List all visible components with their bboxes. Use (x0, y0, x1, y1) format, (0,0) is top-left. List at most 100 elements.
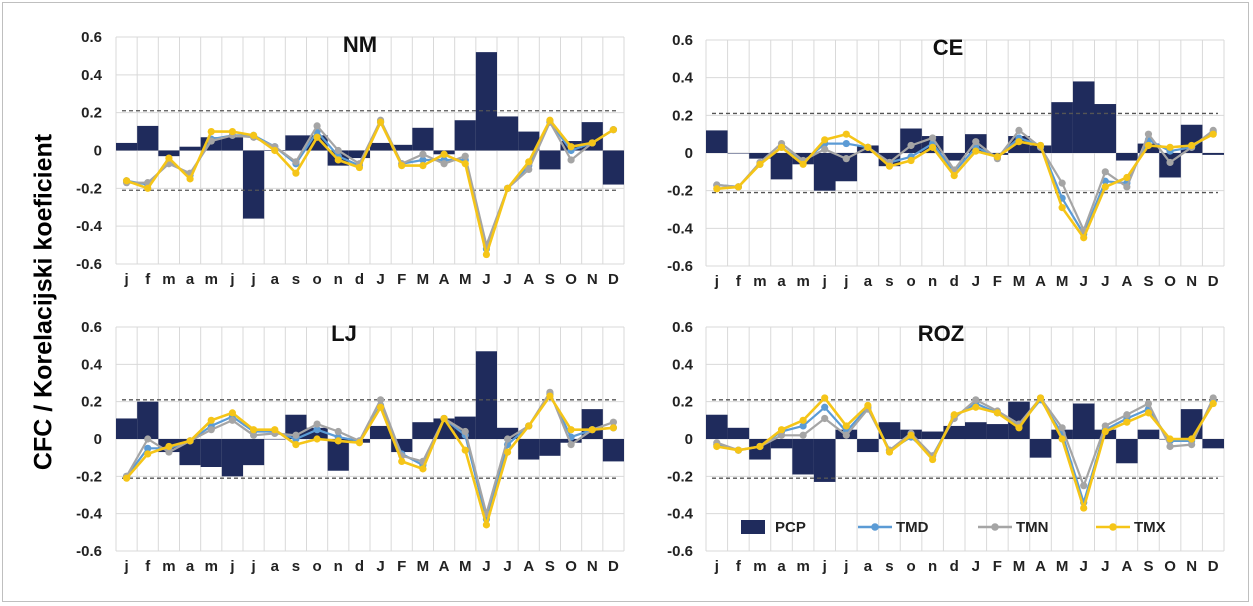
point-tmn (376, 396, 385, 404)
point-tmx (1015, 138, 1023, 146)
point-tmx (271, 426, 279, 434)
point-tmn (1058, 179, 1066, 187)
x-tick-label: J (1080, 273, 1088, 290)
point-tmn (1101, 422, 1109, 430)
point-tmx (1144, 141, 1153, 150)
x-tick-label: o (906, 558, 915, 575)
x-tick-label: f (145, 271, 151, 288)
bar-pcp (221, 439, 243, 477)
y-tick-label: 0.6 (81, 319, 102, 336)
point-tmn (1101, 168, 1109, 176)
bar-pcp (348, 150, 370, 159)
point-tmx (1080, 234, 1088, 242)
x-tick-label: A (1035, 558, 1046, 575)
x-tick-label: a (864, 558, 873, 575)
point-tmx (842, 422, 850, 430)
point-tmx (1188, 435, 1196, 443)
x-tick-label: j (123, 558, 128, 575)
x-tick-label: S (545, 558, 555, 575)
point-tmx (1058, 204, 1066, 212)
point-tmx (864, 401, 872, 409)
point-tmx (972, 403, 980, 411)
chart-title: CE (933, 35, 964, 60)
x-tick-label: A (439, 271, 450, 288)
point-tmn (313, 420, 321, 428)
y-tick-label: -0.2 (76, 180, 102, 197)
point-tmx (864, 143, 872, 151)
chart-title: NM (343, 32, 377, 57)
point-tmn (972, 138, 980, 146)
point-tmd (419, 156, 427, 164)
y-tick-label: 0 (94, 143, 102, 160)
x-tick-label: M (1056, 273, 1069, 290)
y-tick-label: 0.2 (672, 107, 693, 124)
bar-pcp (264, 439, 286, 440)
x-tick-label: A (1121, 558, 1132, 575)
x-tick-label: j (822, 273, 827, 290)
x-tick-label: N (587, 271, 598, 288)
x-tick-label: J (972, 273, 980, 290)
point-tmx (376, 403, 385, 411)
point-tmx (525, 158, 533, 166)
bar-pcp (285, 135, 307, 151)
x-tick-label: F (397, 558, 406, 575)
bar-pcp (454, 416, 476, 439)
bar-pcp (497, 427, 519, 439)
point-tmx (165, 154, 173, 162)
point-tmx (186, 175, 194, 183)
point-tmn (1209, 394, 1217, 402)
point-tmx (1015, 424, 1023, 432)
bar-pcp (179, 439, 201, 466)
x-tick-label: s (292, 271, 300, 288)
x-tick-label: A (1035, 273, 1046, 290)
y-tick-label: 0 (685, 145, 693, 162)
y-tick-label: -0.4 (76, 218, 103, 235)
point-tmx (777, 426, 786, 434)
x-tick-label: F (993, 558, 1002, 575)
x-tick-label: J (1101, 273, 1109, 290)
bar-pcp (943, 153, 965, 161)
point-tmx (567, 143, 575, 151)
point-tmx (207, 416, 215, 424)
chart-panel-ce: 0.60.40.20-0.2-0.4-0.6j f m a m j j a s o n d J F M A M J… (667, 32, 1225, 290)
point-tmx (440, 150, 448, 158)
x-tick-label: J (376, 558, 384, 575)
x-tick-label: d (355, 558, 364, 575)
x-tick-label: j (250, 558, 255, 575)
point-tmn (419, 150, 427, 158)
point-tmn (207, 137, 215, 145)
bar-pcp (727, 153, 750, 154)
bar-pcp (1072, 403, 1095, 439)
y-tick-label: 0.4 (672, 356, 694, 373)
y-tick-label: 0.4 (81, 67, 103, 84)
x-tick-label: o (906, 273, 915, 290)
point-tmn (907, 141, 915, 150)
point-tmn (821, 145, 829, 153)
point-tmx (609, 424, 618, 432)
y-tick-label: -0.4 (667, 220, 694, 237)
point-tmn (503, 435, 512, 443)
bar-pcp (1029, 439, 1052, 458)
x-tick-label: m (753, 558, 766, 575)
bar-pcp (835, 153, 858, 182)
point-tmx (398, 457, 406, 465)
point-tmn (144, 435, 152, 443)
bar-pcp (813, 439, 836, 482)
point-tmx (1166, 435, 1174, 443)
point-tmn (249, 431, 258, 439)
bar-pcp (1051, 102, 1073, 153)
line-tmn (716, 129, 1214, 232)
point-tmx (546, 116, 554, 124)
point-tmx (122, 474, 131, 482)
y-tick-label: -0.4 (76, 506, 103, 523)
y-tick-label: -0.2 (667, 468, 693, 485)
bar-pcp (965, 422, 987, 439)
point-tmn (842, 155, 850, 163)
x-tick-label: j (822, 558, 827, 575)
point-tmx (503, 184, 512, 192)
point-tmx (1144, 409, 1153, 417)
point-tmx (1123, 418, 1131, 426)
x-tick-label: n (928, 273, 937, 290)
x-tick-label: M (459, 558, 472, 575)
